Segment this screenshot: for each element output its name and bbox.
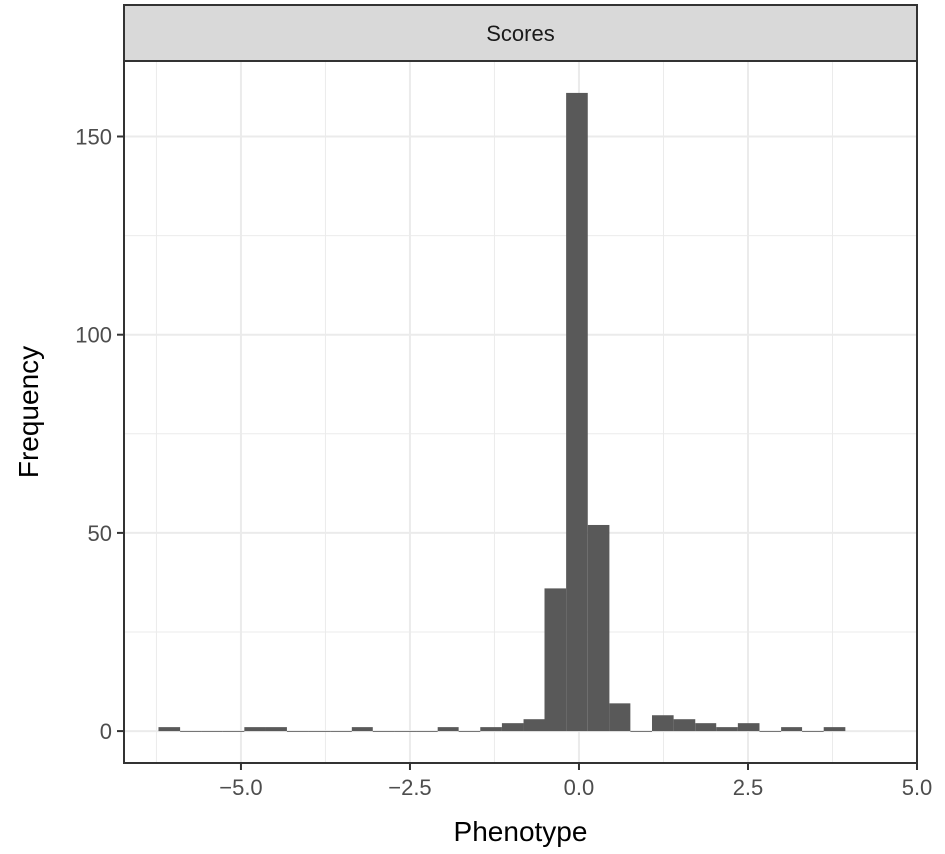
histogram-bar xyxy=(501,723,524,732)
histogram-bar xyxy=(673,719,696,732)
histogram-bar xyxy=(437,727,459,732)
plot-panel xyxy=(124,61,917,763)
histogram-bar xyxy=(737,723,760,732)
histogram-bar xyxy=(222,731,245,732)
histogram-bar xyxy=(651,715,674,732)
x-axis-title: Phenotype xyxy=(454,816,588,847)
histogram-bar xyxy=(308,731,331,732)
facet-strip xyxy=(123,4,918,62)
histogram-bar xyxy=(587,524,610,732)
x-tick-label: −2.5 xyxy=(388,775,431,800)
histogram-bar xyxy=(609,703,631,732)
histogram-bar xyxy=(630,731,652,732)
histogram-bar xyxy=(416,731,438,732)
x-tick-label: −5.0 xyxy=(219,775,262,800)
histogram-bar xyxy=(480,727,502,732)
histogram-bar xyxy=(372,731,395,732)
facet-strip-label: Scores xyxy=(486,21,554,46)
histogram-bar xyxy=(265,727,287,732)
histogram-bar xyxy=(759,731,782,732)
histogram-bar xyxy=(566,92,588,732)
y-axis-title: Frequency xyxy=(13,346,44,478)
x-tick-label: 5.0 xyxy=(902,775,933,800)
y-tick-label: 150 xyxy=(75,125,112,150)
histogram-bar xyxy=(695,723,717,732)
histogram-bar xyxy=(523,719,545,732)
histogram-bar xyxy=(286,731,309,732)
y-tick-label: 100 xyxy=(75,323,112,348)
histogram-bar xyxy=(544,588,567,732)
histogram-bar xyxy=(716,727,738,732)
histogram-bar xyxy=(458,731,481,732)
histogram-bar xyxy=(158,727,181,732)
y-tick-label: 50 xyxy=(88,521,112,546)
histogram-bar xyxy=(201,731,223,732)
x-tick-label: 0.0 xyxy=(564,775,595,800)
panel-border xyxy=(123,60,918,764)
histogram-bars xyxy=(158,92,846,732)
y-axis-ticks: 0 50 100 150 xyxy=(75,125,124,744)
histogram-bar xyxy=(180,731,202,732)
y-tick-label: 0 xyxy=(100,719,112,744)
x-axis-ticks: −5.0 −2.5 0.0 2.5 5.0 xyxy=(219,763,932,800)
histogram-bar xyxy=(244,727,266,732)
minor-gridlines xyxy=(124,61,917,763)
histogram-bar xyxy=(330,731,352,732)
histogram-bar xyxy=(394,731,417,732)
histogram-bar xyxy=(351,727,373,732)
histogram-bar xyxy=(823,727,846,732)
histogram-bar xyxy=(781,727,803,732)
x-tick-label: 2.5 xyxy=(733,775,764,800)
histogram-bar xyxy=(802,731,824,732)
